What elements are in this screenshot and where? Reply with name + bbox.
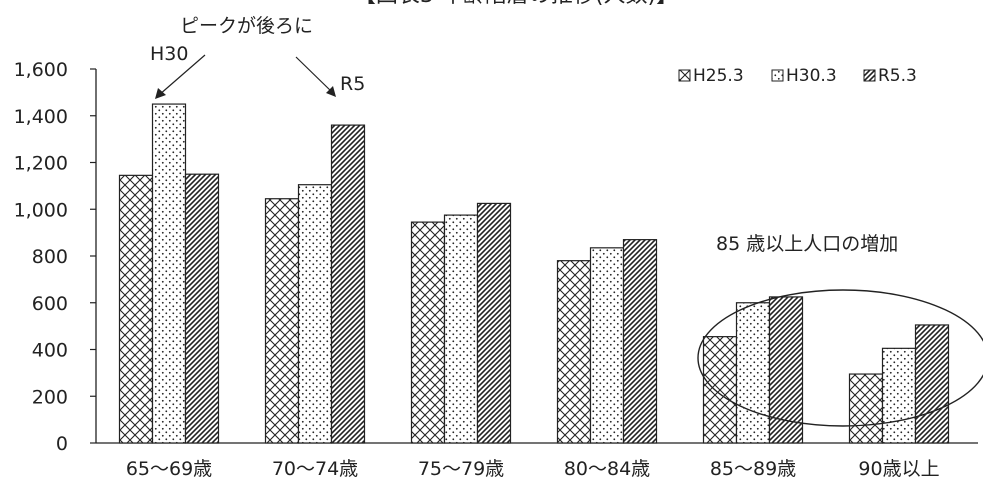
y-tick-label: 200: [32, 386, 68, 408]
y-tick-label: 600: [32, 293, 68, 315]
legend: H25.3 H30.3 R5.3: [678, 66, 917, 86]
peak-annotation-text: ピークが後ろに: [180, 15, 313, 37]
bar-h25-3-0: [118, 174, 154, 444]
bar-h25-3-1: [264, 198, 300, 444]
legend-swatch-r5: [863, 69, 876, 82]
x-tick-label: 75～79歳: [418, 458, 504, 480]
x-tick-label: 90歳以上: [858, 458, 939, 480]
bar-r5-3-0: [184, 173, 220, 444]
peak-annotation: ピークが後ろに H30 R5: [150, 15, 365, 99]
bar-h25-3-2: [410, 221, 446, 444]
bar-series: [118, 103, 950, 444]
bar-h30-3-5: [881, 347, 917, 444]
y-tick-label: 1,400: [14, 106, 68, 128]
bar-h25-3-3: [556, 260, 592, 444]
x-tick-label: 85～89歳: [710, 458, 796, 480]
r5-arrow-line: [295, 56, 334, 94]
y-tick-label: 1,600: [14, 59, 68, 81]
bar-r5-3-5: [914, 324, 950, 444]
y-tick-label: 0: [56, 433, 68, 455]
y-tick-label: 800: [32, 246, 68, 268]
bar-h25-3-5: [848, 373, 884, 444]
oldest-growth-annotation: 85 歳以上人口の増加: [716, 233, 898, 255]
bar-h30-3-2: [443, 214, 479, 444]
bar-r5-3-1: [330, 124, 366, 444]
bar-h30-3-4: [735, 302, 771, 444]
x-tick-label: 80～84歳: [564, 458, 650, 480]
chart-title: 【図表3 年齢階層の推移(人数)】: [354, 0, 678, 8]
oldest-growth-ellipse: [697, 289, 983, 427]
legend-swatch-h30: [771, 69, 784, 82]
y-tick-label: 400: [32, 340, 68, 362]
y-tick-label: 1,000: [14, 199, 68, 221]
h30-arrow-head: [155, 88, 166, 99]
bar-r5-3-3: [622, 239, 658, 444]
x-tick-label: 65～69歳: [126, 458, 212, 480]
legend-label-h25: H25.3: [693, 66, 744, 86]
legend-label-r5: R5.3: [878, 66, 917, 86]
bar-h30-3-1: [297, 184, 333, 444]
h30-arrow-line: [158, 54, 206, 96]
bar-h30-3-0: [151, 103, 187, 444]
r5-arrow-head: [326, 86, 336, 97]
x-tick-label: 70～74歳: [272, 458, 358, 480]
r5-annotation-label: R5: [340, 73, 365, 95]
y-tick-label: 1,200: [14, 153, 68, 175]
legend-swatch-h25: [678, 69, 691, 82]
x-axis-ticks: 65～69歳 70～74歳 75～79歳 80～84歳 85～89歳 90歳以上: [126, 458, 940, 480]
bar-r5-3-2: [476, 202, 512, 444]
bar-h25-3-4: [702, 336, 738, 444]
bar-h30-3-3: [589, 247, 625, 444]
y-axis-ticks: 0 200 400 600 800 1,000 1,200 1,400 1,600: [14, 59, 96, 455]
h30-annotation-label: H30: [150, 43, 188, 65]
legend-label-h30: H30.3: [786, 66, 837, 86]
